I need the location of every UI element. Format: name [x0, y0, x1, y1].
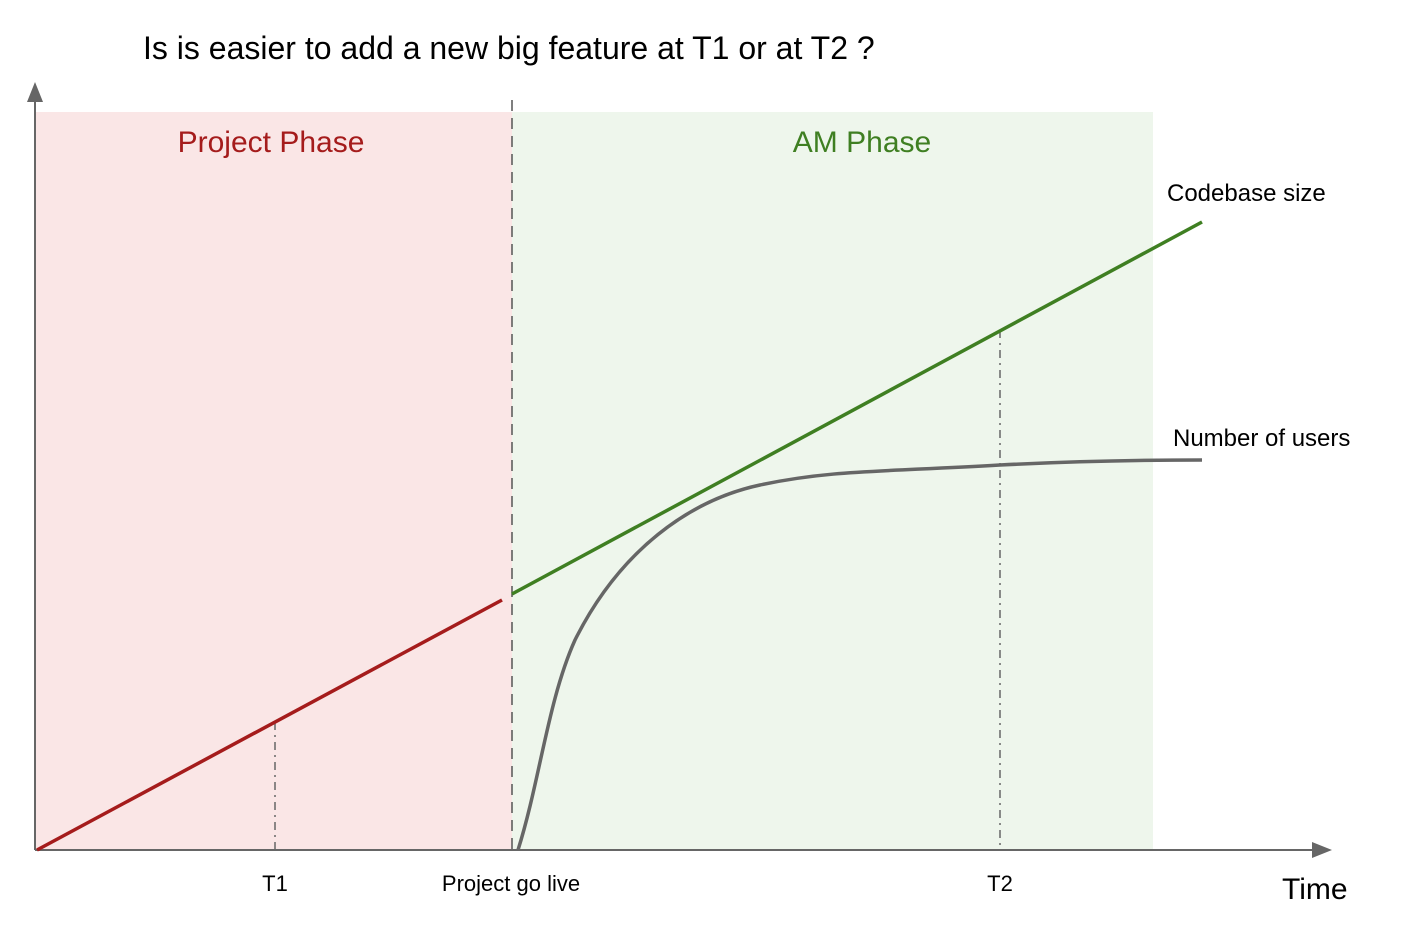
- number-of-users-label: Number of users: [1173, 425, 1350, 452]
- codebase-size-label: Codebase size: [1167, 180, 1326, 207]
- codebase-size-project-line: [36, 598, 503, 852]
- am-phase-label: AM Phase: [793, 126, 931, 159]
- codebase-size-am-line: [511, 220, 1203, 596]
- x-axis-arrowhead: [1312, 842, 1332, 858]
- project-phase-label: Project Phase: [178, 126, 365, 159]
- t2-label: T2: [987, 871, 1013, 896]
- am-phase-region: [512, 112, 1153, 850]
- t1-label: T1: [262, 871, 288, 896]
- time-axis-label: Time: [1282, 873, 1348, 906]
- number-of-users-curve: [516, 458, 1203, 851]
- go-live-label: Project go live: [442, 871, 580, 896]
- project-phase-region: [35, 112, 512, 850]
- diagram-title: Is is easier to add a new big feature at…: [143, 30, 875, 66]
- y-axis-arrowhead: [27, 82, 43, 102]
